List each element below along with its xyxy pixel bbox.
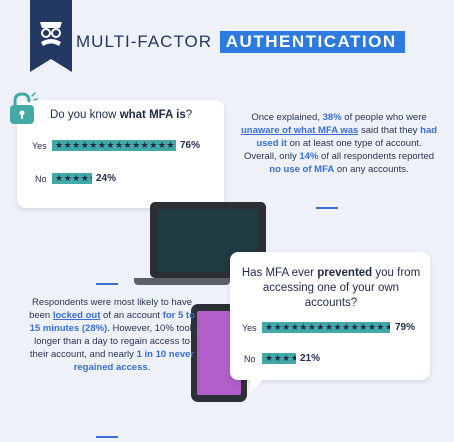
divider xyxy=(96,283,118,285)
question-1-text: Do you know what MFA is? xyxy=(50,109,193,121)
answer-label-yes: Yes xyxy=(242,323,257,333)
laptop-base xyxy=(134,278,230,285)
answer-label-yes: Yes xyxy=(32,141,47,151)
bar-yes: ★★★★★★★★★★★★★★★★★★★★★★★★★★★★★★ xyxy=(262,322,390,333)
bar-no: ★★★★★★★★★★★★★★★★★★★★★★★★★★★★★★ xyxy=(52,173,92,184)
percent-no: 21% xyxy=(300,353,321,364)
paragraph-locked-out-stats: Respondents were most likely to have bee… xyxy=(29,297,195,373)
answer-label-no: No xyxy=(35,174,47,184)
percent-yes: 76% xyxy=(180,140,201,151)
title-highlight: AUTHENTICATION xyxy=(219,31,405,53)
title-plain: MULTI-FACTOR xyxy=(76,32,213,51)
paragraph-explained-stats: Once explained, 38% of people who were u… xyxy=(240,112,438,175)
card-pointer xyxy=(250,378,264,394)
divider xyxy=(316,207,338,209)
percent-yes: 79% xyxy=(395,322,416,333)
bar-no: ★★★★★★★★★★★★★★★★★★★★★★★★★★★★★★ xyxy=(262,353,296,364)
lock-icon xyxy=(10,92,38,124)
divider xyxy=(96,436,118,438)
header-banner xyxy=(30,0,72,72)
question-2-text: Has MFA ever prevented you from accessin… xyxy=(241,267,421,309)
mask-icon xyxy=(40,22,62,46)
answer-label-no: No xyxy=(244,354,256,364)
page-title: MULTI-FACTOR AUTHENTICATION xyxy=(76,31,405,53)
bar-yes: ★★★★★★★★★★★★★★★★★★★★★★★★★★★★★★ xyxy=(52,140,176,151)
question-card-mfa-known xyxy=(17,100,224,208)
percent-no: 24% xyxy=(96,173,117,184)
